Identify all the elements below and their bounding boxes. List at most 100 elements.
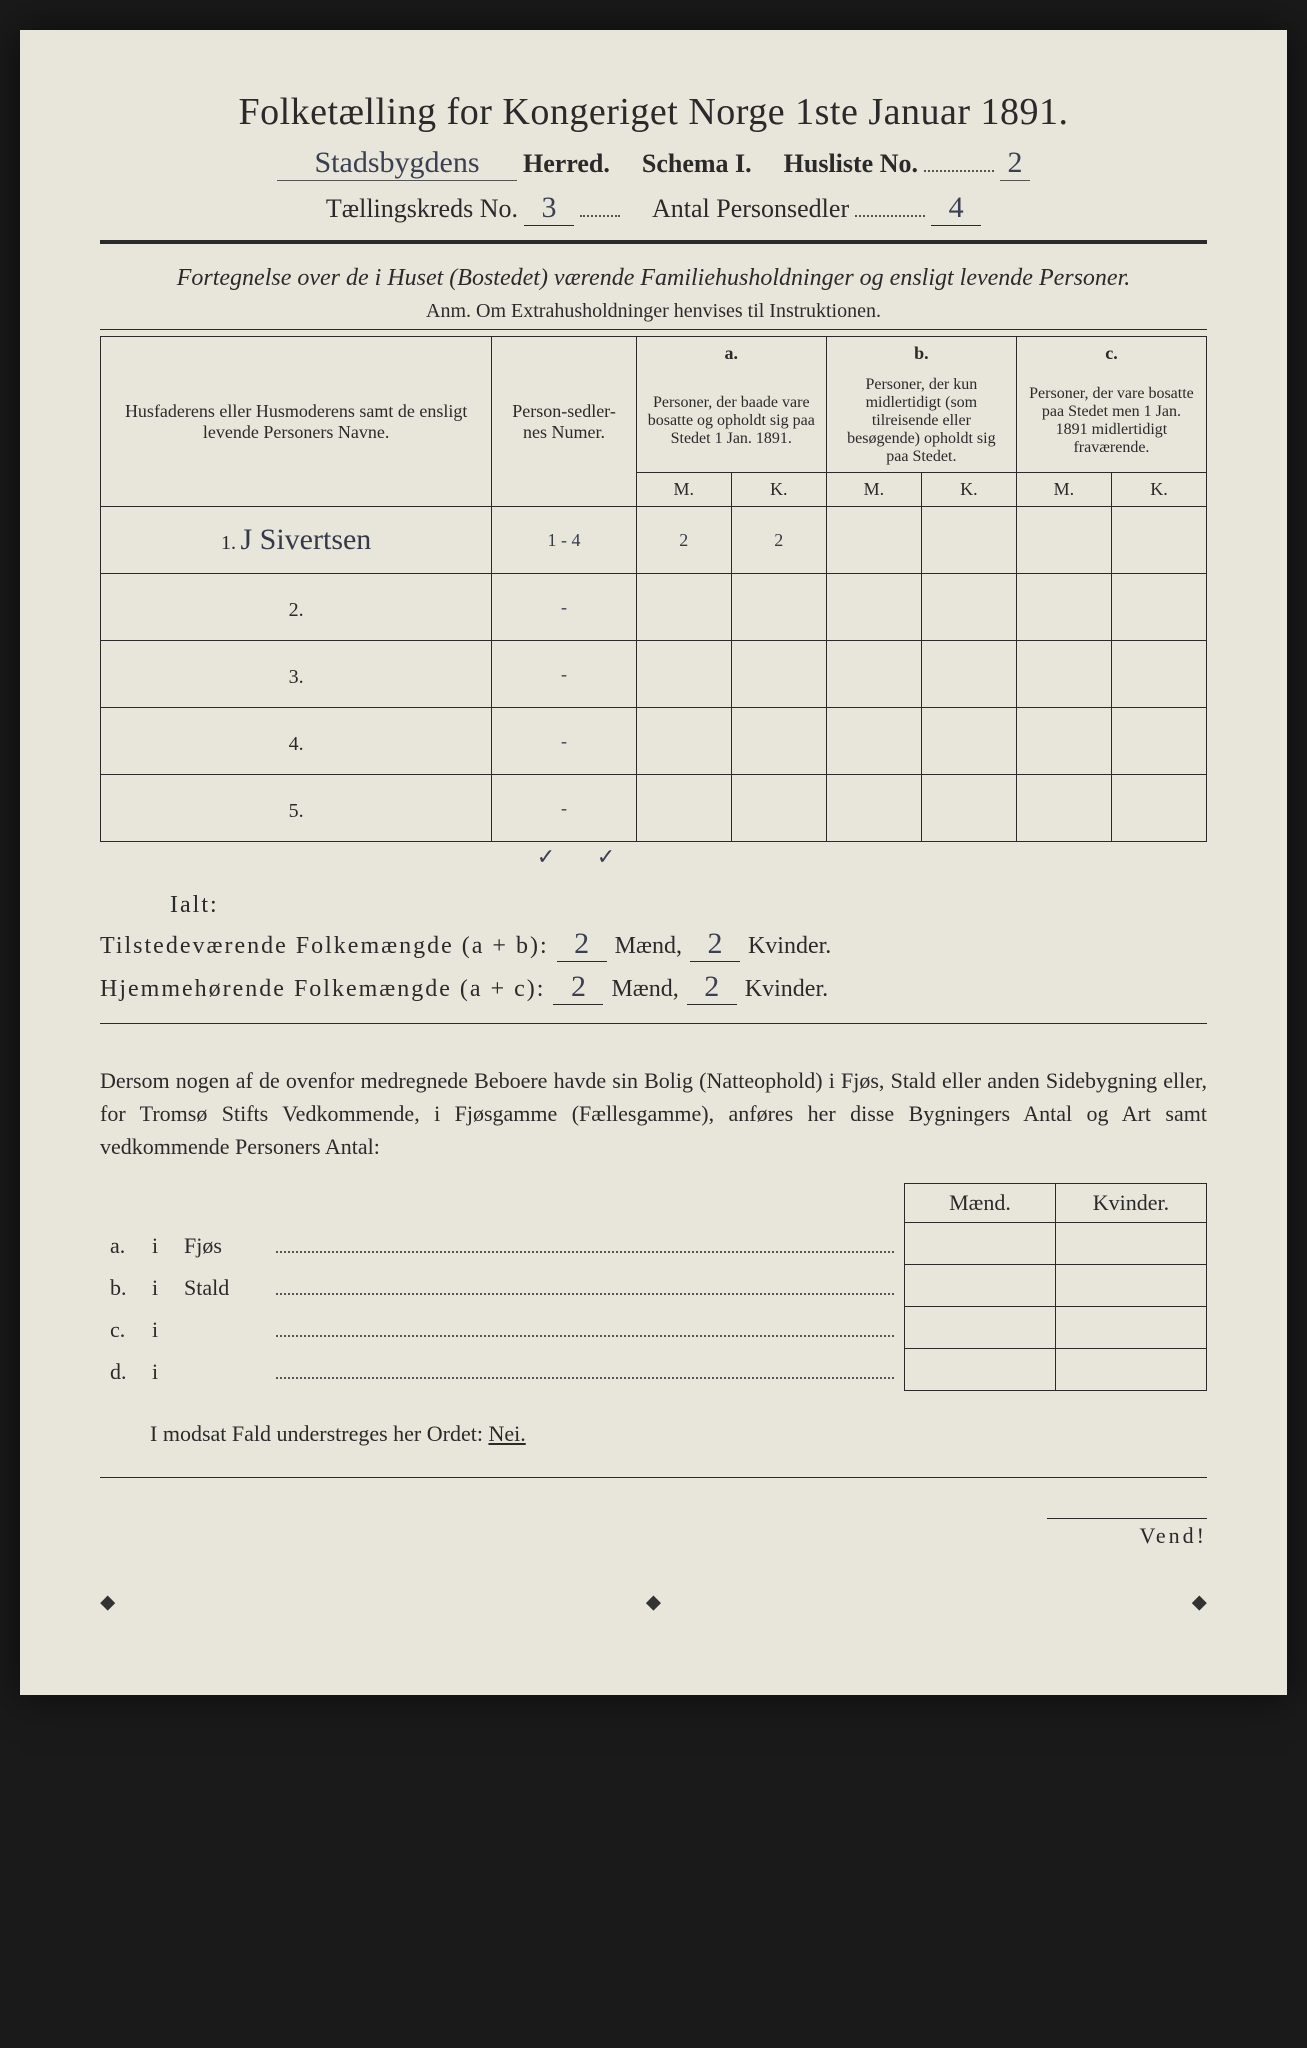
household-table: Husfaderens eller Husmoderens samt de en… <box>100 336 1207 842</box>
row-b-k <box>921 574 1016 641</box>
nei-prefix: I modsat Fald understreges her Ordet: <box>150 1421 488 1446</box>
tally-a-k: ✓ <box>576 844 636 870</box>
row-a-m <box>636 775 731 842</box>
col-b-letter: b. <box>826 337 1016 371</box>
side-row: c.i <box>100 1307 1207 1349</box>
row-num-cell: - <box>492 641 636 708</box>
row-c-k <box>1111 641 1206 708</box>
row-c-m <box>1016 574 1111 641</box>
table-row: 3. - <box>101 641 1207 708</box>
row-b-m <box>826 574 921 641</box>
husliste-label: Husliste No. <box>784 149 918 179</box>
subtitle: Fortegnelse over de i Huset (Bostedet) v… <box>100 262 1207 294</box>
row-num-cell: - <box>492 775 636 842</box>
row-c-k <box>1111 507 1206 574</box>
row-num-cell: - <box>492 574 636 641</box>
side-row-label: a.iFjøs <box>100 1223 905 1265</box>
resident-pop-m: 2 <box>553 970 603 1005</box>
side-row-m <box>905 1265 1056 1307</box>
row-b-m <box>826 775 921 842</box>
maend-label-1: Mænd, <box>615 933 682 960</box>
kvinder-label-2: Kvinder. <box>745 976 828 1003</box>
header-line-2: Stadsbygdens Herred. Schema I. Husliste … <box>100 144 1207 181</box>
col-b-m: M. <box>826 473 921 507</box>
row-c-k <box>1111 574 1206 641</box>
row-num-cell: - <box>492 708 636 775</box>
row-b-m <box>826 641 921 708</box>
side-row-label: d.i <box>100 1349 905 1391</box>
col-header-name: Husfaderens eller Husmoderens samt de en… <box>101 337 492 507</box>
side-col-maend: Mænd. <box>905 1184 1056 1223</box>
kvinder-label-1: Kvinder. <box>748 933 831 960</box>
form-title: Folketælling for Kongeriget Norge 1ste J… <box>100 90 1207 134</box>
present-pop-label: Tilstedeværende Folkemængde (a + b): <box>100 933 549 960</box>
col-a-letter: a. <box>636 337 826 371</box>
col-a-k: K. <box>731 473 826 507</box>
pin-icon: ⬥ <box>646 1589 661 1615</box>
row-b-m <box>826 708 921 775</box>
divider-thin-2 <box>100 1023 1207 1024</box>
row-a-k <box>731 775 826 842</box>
row-a-m <box>636 708 731 775</box>
table-row: 4. - <box>101 708 1207 775</box>
herred-label: Herred. <box>523 149 610 179</box>
row-c-m <box>1016 708 1111 775</box>
pin-icon: ⬥ <box>100 1589 115 1615</box>
nei-word: Nei. <box>488 1421 525 1446</box>
row-c-k <box>1111 775 1206 842</box>
side-row: d.i <box>100 1349 1207 1391</box>
row-name-cell: 5. <box>101 775 492 842</box>
side-row-k <box>1056 1265 1207 1307</box>
row-c-m <box>1016 775 1111 842</box>
side-row-m <box>905 1307 1056 1349</box>
kreds-label: Tællingskreds No. <box>326 194 518 224</box>
vend-label: Vend! <box>1047 1518 1207 1549</box>
page-pins: ⬥ ⬥ ⬥ <box>100 1589 1207 1615</box>
col-b-k: K. <box>921 473 1016 507</box>
maend-label-2: Mænd, <box>611 976 678 1003</box>
present-pop-m: 2 <box>557 927 607 962</box>
side-row-k <box>1056 1349 1207 1391</box>
row-a-m <box>636 574 731 641</box>
col-c-desc: Personer, der vare bosatte paa Stedet me… <box>1016 370 1206 473</box>
row-name-cell: 2. <box>101 574 492 641</box>
col-c-m: M. <box>1016 473 1111 507</box>
kreds-number: 3 <box>524 191 574 226</box>
annotation-note: Anm. Om Extrahusholdninger henvises til … <box>100 300 1207 323</box>
pin-icon: ⬥ <box>1192 1589 1207 1615</box>
col-a-m: M. <box>636 473 731 507</box>
col-header-number: Person-sedler-nes Numer. <box>492 337 636 507</box>
antal-number: 4 <box>931 191 981 226</box>
resident-population-line: Hjemmehørende Folkemængde (a + c): 2 Mæn… <box>100 970 1207 1005</box>
side-row-label: c.i <box>100 1307 905 1349</box>
row-name-cell: 3. <box>101 641 492 708</box>
row-b-m <box>826 507 921 574</box>
table-row: 5. - <box>101 775 1207 842</box>
husliste-number: 2 <box>1000 146 1030 181</box>
side-row-k <box>1056 1307 1207 1349</box>
header-line-3: Tællingskreds No. 3 Antal Personsedler 4 <box>100 189 1207 226</box>
row-a-k: 2 <box>731 507 826 574</box>
row-c-m <box>1016 641 1111 708</box>
side-row-m <box>905 1349 1056 1391</box>
side-row: b.iStald <box>100 1265 1207 1307</box>
row-a-k <box>731 708 826 775</box>
row-name-cell: 1. J Sivertsen <box>101 507 492 574</box>
schema-label: Schema I. <box>642 149 752 179</box>
herred-handwritten: Stadsbygdens <box>277 146 517 181</box>
col-c-letter: c. <box>1016 337 1206 371</box>
row-b-k <box>921 641 1016 708</box>
table-row: 2. - <box>101 574 1207 641</box>
row-c-m <box>1016 507 1111 574</box>
row-name-cell: 4. <box>101 708 492 775</box>
divider-thin <box>100 329 1207 330</box>
table-row: 1. J Sivertsen1 - 422 <box>101 507 1207 574</box>
tally-a-m: ✓ <box>516 844 576 870</box>
row-c-k <box>1111 708 1206 775</box>
divider-thick <box>100 240 1207 244</box>
side-row-m <box>905 1223 1056 1265</box>
col-header-name-text: Husfaderens eller Husmoderens samt de en… <box>125 401 467 442</box>
side-row-label: b.iStald <box>100 1265 905 1307</box>
side-col-kvinder: Kvinder. <box>1056 1184 1207 1223</box>
side-building-table: Mænd. Kvinder. a.iFjøsb.iStaldc.id.i <box>100 1183 1207 1391</box>
